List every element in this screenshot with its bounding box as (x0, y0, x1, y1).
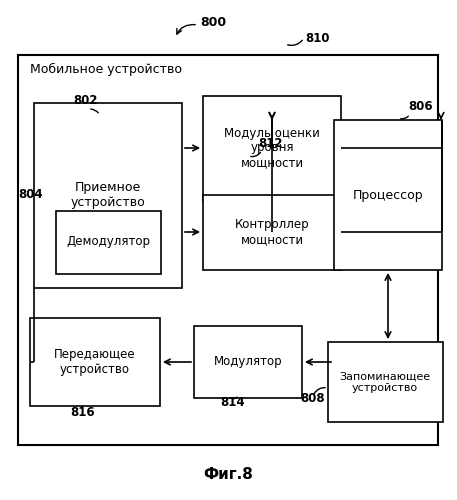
Text: Модулятор: Модулятор (214, 356, 282, 368)
Bar (55, 210, 160, 274)
Text: Контроллер
мощности: Контроллер мощности (235, 218, 309, 246)
Text: 802: 802 (73, 94, 97, 107)
Bar (328, 342, 442, 422)
Text: Запоминающее
устройство: Запоминающее устройство (340, 371, 430, 393)
Text: 804: 804 (18, 188, 43, 202)
Text: 808: 808 (300, 392, 324, 404)
Bar (194, 326, 302, 398)
Text: 816: 816 (70, 406, 95, 418)
Text: Процессор: Процессор (353, 188, 423, 202)
Text: Мобильное устройство: Мобильное устройство (30, 63, 182, 76)
Text: Фиг.8: Фиг.8 (203, 467, 253, 482)
Bar (203, 194, 341, 270)
Text: 814: 814 (220, 396, 244, 408)
Text: 810: 810 (305, 32, 329, 44)
Text: Передающее
устройство: Передающее устройство (54, 348, 136, 376)
Text: Приемное
устройство: Приемное устройство (71, 181, 145, 209)
Bar (334, 120, 442, 270)
Text: 812: 812 (258, 137, 282, 150)
Text: Модуль оценки
уровня
мощности: Модуль оценки уровня мощности (224, 126, 320, 170)
Text: Демодулятор: Демодулятор (66, 236, 150, 248)
Text: 806: 806 (408, 100, 433, 113)
Text: 800: 800 (200, 16, 226, 28)
Bar (18, 55, 438, 445)
Bar (30, 318, 160, 406)
Bar (203, 96, 341, 200)
Bar (34, 102, 182, 288)
